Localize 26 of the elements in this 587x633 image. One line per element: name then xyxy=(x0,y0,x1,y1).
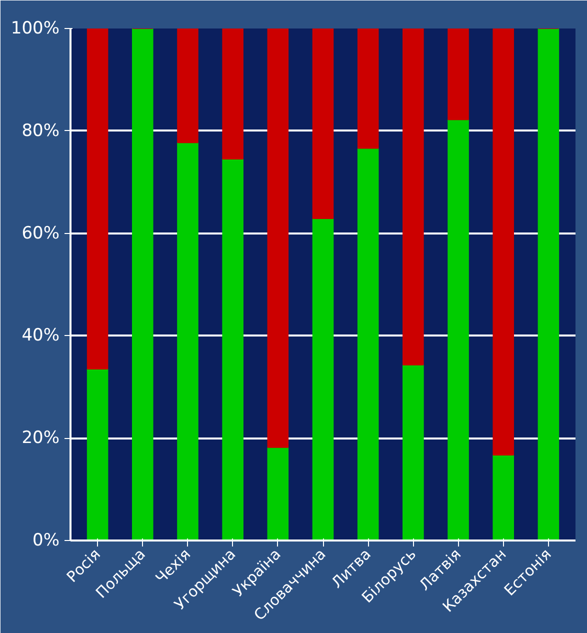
bar xyxy=(312,218,334,540)
bar xyxy=(402,364,424,540)
bar xyxy=(86,28,108,370)
bar xyxy=(177,28,198,144)
y-tick-label: 20% xyxy=(22,428,60,448)
bar xyxy=(402,28,424,366)
bar xyxy=(538,28,560,540)
y-tick-label: 40% xyxy=(22,326,60,346)
bar xyxy=(492,454,514,540)
bar xyxy=(448,28,469,120)
y-tick-label: 0% xyxy=(32,530,60,550)
bar xyxy=(177,142,198,540)
bar xyxy=(492,28,514,456)
y-tick-label: 60% xyxy=(22,223,60,244)
y-tick-label: 80% xyxy=(22,120,60,141)
bar xyxy=(222,158,244,540)
bar xyxy=(357,28,379,149)
bar xyxy=(312,28,334,219)
bar xyxy=(448,119,469,540)
bar xyxy=(267,446,289,540)
bar xyxy=(267,28,289,448)
y-tick-label: 100% xyxy=(10,18,60,38)
bar xyxy=(86,368,108,540)
bar xyxy=(132,28,154,540)
bar xyxy=(222,28,244,160)
bar xyxy=(357,148,379,540)
